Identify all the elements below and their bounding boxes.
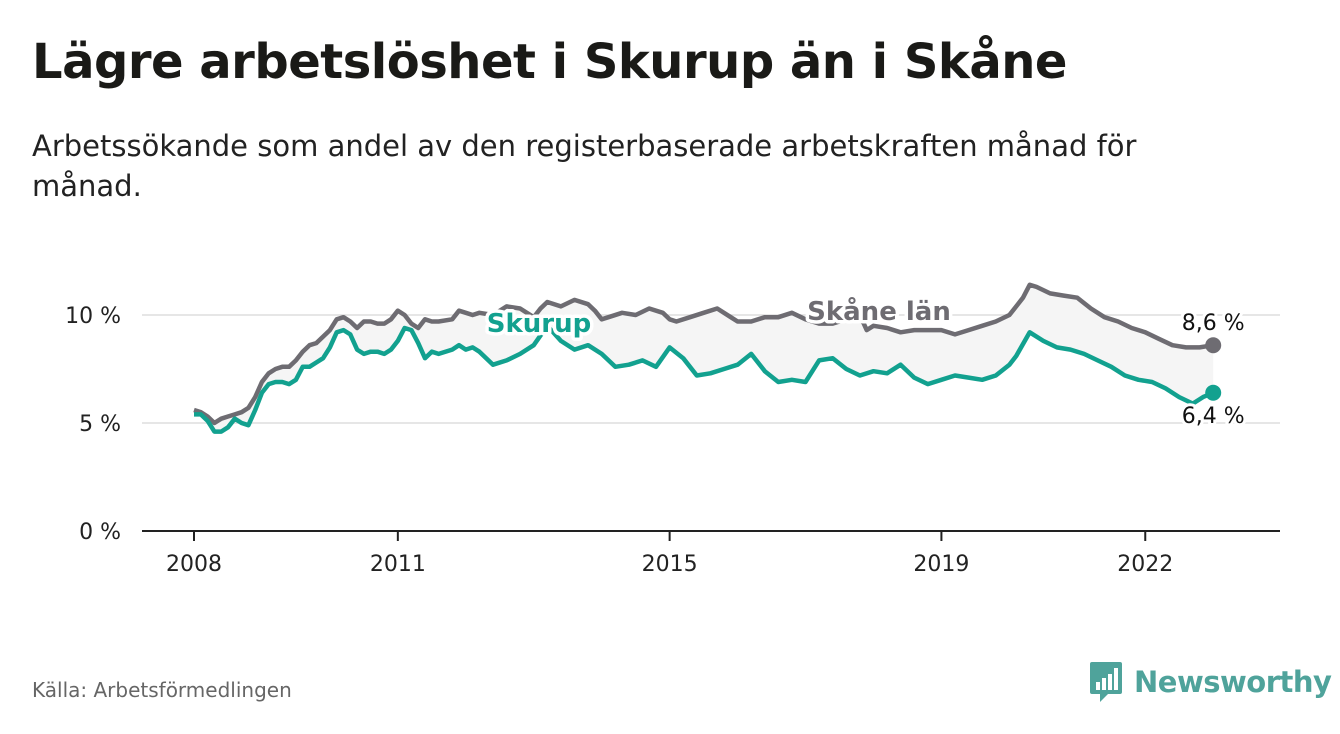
- newsworthy-logo-icon: [1090, 662, 1122, 702]
- x-tick-label: 2008: [166, 552, 222, 577]
- end-label-skane: 8,6 %: [1182, 311, 1245, 336]
- series-line-skurup: [194, 323, 1215, 434]
- chart-title: Lägre arbetslöshet i Skurup än i Skåne: [32, 34, 1067, 90]
- y-tick-label: 0 %: [79, 520, 121, 545]
- series-label-skurup: Skurup: [487, 309, 591, 339]
- series-line-skane: [193, 282, 1214, 426]
- source-note: Källa: Arbetsförmedlingen: [32, 678, 292, 702]
- difference-band: [194, 284, 1214, 432]
- end-marker-skane: [1205, 337, 1222, 354]
- series-label-skane: Skåne län: [807, 295, 951, 327]
- line-chart: 0 % 5 % 10 % 2008 2011 2015 2019 2022 Skåne län S…: [65, 282, 1280, 577]
- end-marker-skurup: [1205, 384, 1222, 401]
- y-tick-label: 10 %: [65, 304, 121, 329]
- brand-logo: Newsworthy: [1088, 660, 1332, 704]
- end-label-skurup: 6,4 %: [1182, 404, 1245, 429]
- brand-name: Newsworthy: [1134, 665, 1332, 699]
- x-tick-label: 2022: [1117, 552, 1173, 577]
- x-tick-label: 2015: [642, 552, 698, 577]
- y-tick-label: 5 %: [79, 412, 121, 437]
- x-tick-label: 2011: [370, 552, 426, 577]
- x-tick-label: 2019: [913, 552, 969, 577]
- chart-subtitle: Arbetssökande som andel av den registerb…: [32, 129, 1137, 203]
